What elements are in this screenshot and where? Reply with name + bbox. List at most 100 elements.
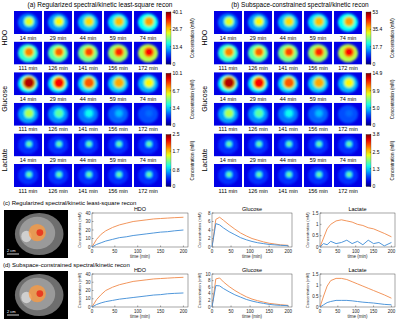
map-content	[308, 136, 328, 154]
map-content	[18, 166, 38, 184]
line-chart: HDO050100150200010203040time (min)Concen…	[77, 267, 188, 319]
map-spot-halo	[284, 108, 294, 118]
map-background	[214, 103, 242, 126]
map-background	[44, 164, 72, 187]
chart-title: HDO	[134, 206, 147, 212]
y-axis-label: Concentration (mM)	[77, 212, 82, 248]
map-content	[108, 136, 128, 154]
map-spot-halo	[54, 108, 64, 118]
colorbar-tick	[170, 12, 171, 13]
map-background	[14, 11, 42, 34]
x-tick	[137, 246, 138, 248]
map-spot	[24, 77, 35, 88]
map-spot	[224, 77, 235, 88]
y-tick-label: 1	[316, 222, 319, 227]
colorbar-label: Concentration (mM)	[390, 79, 395, 119]
colorbar-tick	[370, 186, 371, 187]
line-chart: Lactate05010015020000.511.5time (min)Con…	[305, 206, 396, 259]
anatomy-head	[15, 274, 64, 316]
colorbar-tick	[170, 107, 171, 108]
time-label: 44 min	[280, 35, 297, 41]
map-background	[44, 133, 72, 156]
map-image	[134, 103, 162, 126]
anatomical-image: 2 cm	[4, 271, 68, 319]
map-spot-halo	[252, 76, 265, 89]
map-content	[248, 75, 268, 93]
map-image	[244, 164, 272, 187]
y-tick-label: 30	[85, 219, 91, 224]
time-label: 74 min	[340, 96, 357, 102]
y-tick	[92, 298, 94, 299]
colorbar-tick	[170, 151, 171, 152]
time-label: 172 min	[138, 126, 158, 132]
colorbar-tick-label: 10.1	[173, 70, 183, 76]
x-tick	[114, 246, 115, 248]
map-spot-halo	[286, 171, 293, 178]
map-spot-halo	[83, 76, 96, 89]
map-spot-halo	[313, 77, 325, 89]
map-content	[338, 105, 358, 123]
x-tick-label: 150	[265, 309, 273, 314]
x-tick	[250, 306, 251, 308]
line-chart: Lactate05010015020000.511.5time (min)Con…	[305, 267, 396, 319]
map-spot-halo	[345, 109, 354, 118]
map-spot	[314, 78, 323, 87]
map-background	[244, 72, 272, 95]
y-tick-label: 2	[208, 298, 211, 303]
map-content	[18, 44, 38, 62]
map-head	[138, 13, 158, 31]
map-background	[44, 72, 72, 95]
colorbar-tick	[370, 152, 371, 153]
time-label: 126 min	[48, 65, 68, 71]
map-spot-halo	[114, 109, 123, 118]
x-tick	[137, 306, 138, 308]
y-tick-label: 1.5	[312, 211, 319, 216]
map-head	[248, 105, 268, 123]
map-spot	[27, 142, 31, 146]
map-content	[308, 44, 328, 62]
map-content	[248, 136, 268, 154]
x-tick	[269, 306, 270, 308]
map-background	[274, 133, 302, 156]
map-spot-halo	[84, 47, 95, 58]
map-head	[18, 105, 38, 123]
map-background	[274, 72, 302, 95]
colorbar-tick	[170, 29, 171, 30]
x-tick-label: 50	[229, 309, 235, 314]
y-tick-label: 2	[208, 236, 211, 241]
map-spot-halo	[314, 47, 325, 58]
map-spot-halo	[114, 16, 125, 27]
colorbar-tick	[370, 107, 371, 108]
map-image	[104, 133, 132, 156]
series-line	[92, 217, 183, 247]
map-spot-halo	[284, 16, 295, 27]
map-image	[74, 11, 102, 34]
map-head	[138, 105, 158, 123]
chart-title: HDO	[134, 267, 147, 273]
time-label: 59 min	[310, 157, 327, 163]
map-head	[138, 75, 158, 93]
map-image	[274, 164, 302, 187]
y-tick	[320, 224, 322, 225]
map-content	[218, 13, 238, 31]
map-image	[274, 103, 302, 126]
x-tick	[337, 246, 338, 248]
x-axis-label: time (min)	[348, 254, 369, 259]
x-tick	[337, 306, 338, 308]
map-head	[18, 166, 38, 184]
line-chart: Glucose05010015020002468time (min)Concen…	[197, 206, 292, 259]
map-image	[304, 72, 332, 95]
y-tick	[92, 221, 94, 222]
voxel-overlay	[36, 290, 43, 297]
map-spot-halo	[316, 140, 323, 147]
map-spot	[147, 142, 151, 146]
map-image	[44, 164, 72, 187]
map-spot-halo	[256, 171, 263, 178]
plot-frame	[212, 213, 292, 247]
x-tick	[231, 306, 232, 308]
map-image	[74, 133, 102, 156]
map-background	[334, 103, 362, 126]
map-spot	[57, 173, 61, 177]
series-line	[320, 220, 391, 247]
time-label: 14 min	[220, 96, 237, 102]
